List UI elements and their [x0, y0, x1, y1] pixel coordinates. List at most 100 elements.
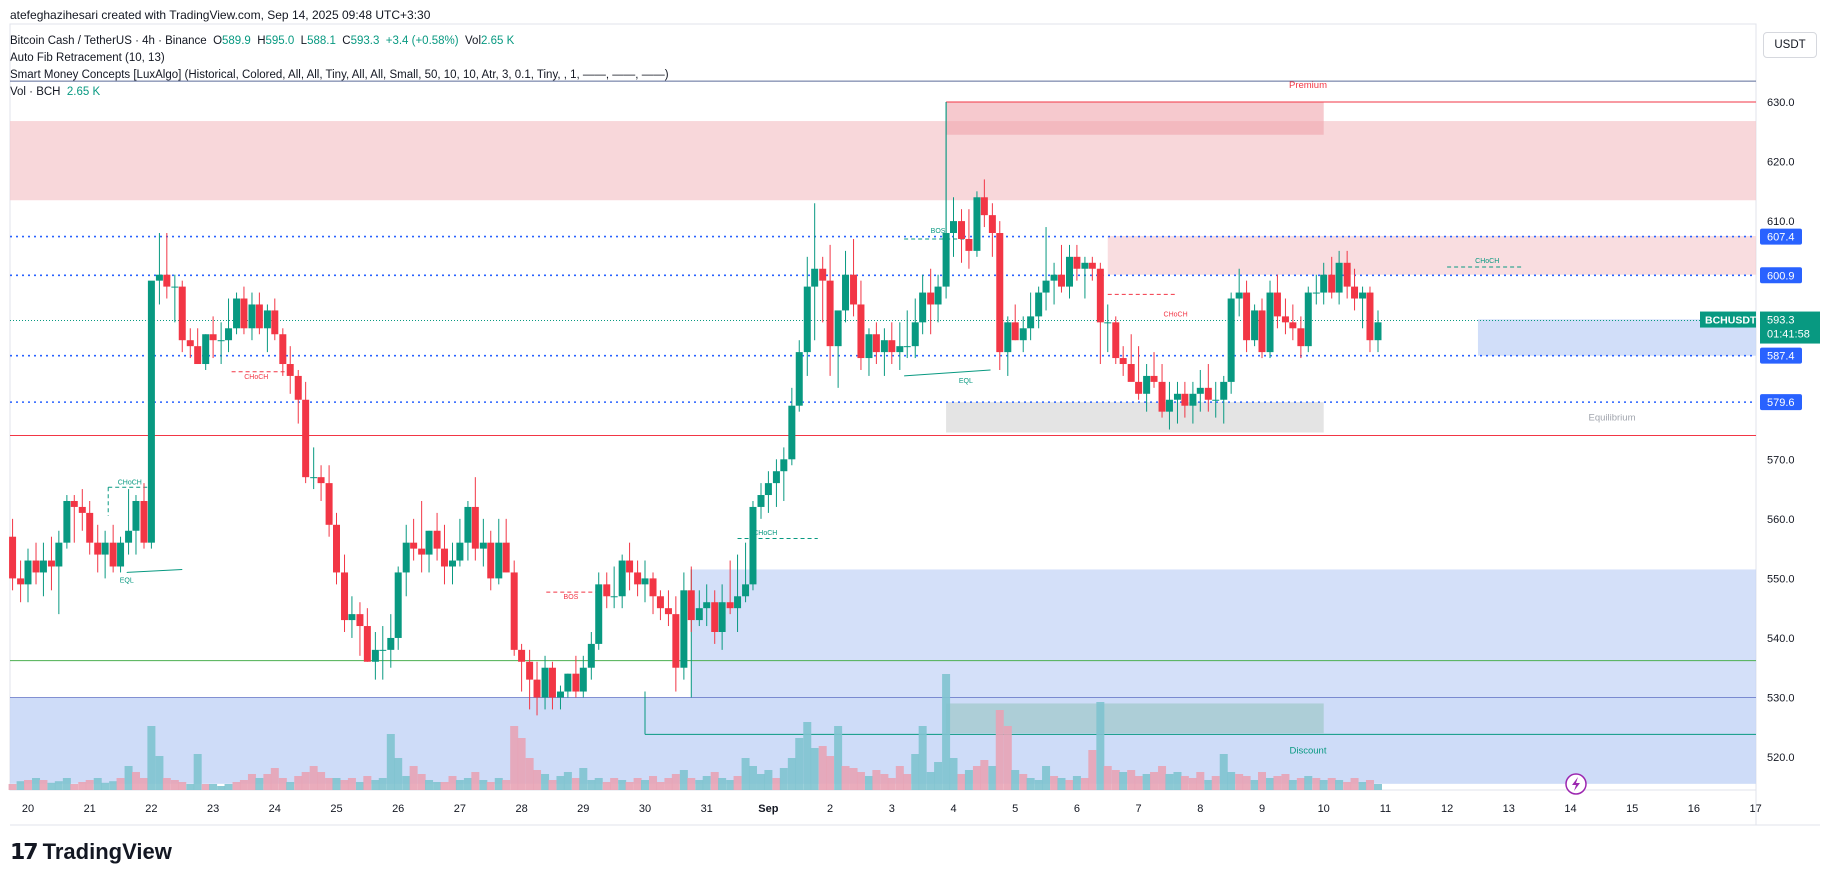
time-tick-label: 21	[84, 803, 96, 815]
discount-zone	[10, 697, 1756, 784]
volume-bar	[1011, 770, 1020, 790]
candle-body	[749, 506, 757, 585]
volume-bar	[294, 776, 303, 790]
volume-bar	[718, 778, 727, 790]
volume-bar	[1088, 750, 1097, 790]
candle-body	[857, 304, 865, 359]
price-tick-label: 550.0	[1767, 573, 1795, 585]
candle	[1181, 381, 1189, 418]
candle-body	[548, 667, 556, 698]
volume-indicator-legend[interactable]: Vol · BCH 2.65 K	[10, 86, 100, 98]
candle	[202, 334, 210, 370]
volume-bar	[1327, 778, 1336, 790]
candle	[749, 500, 757, 591]
candle-body	[742, 584, 750, 597]
candle	[1104, 304, 1112, 353]
candle-body	[726, 602, 734, 609]
price-tick-label: 570.0	[1767, 454, 1795, 466]
volume-bar	[70, 784, 79, 790]
candle	[572, 655, 580, 698]
premium-zone	[10, 121, 1756, 201]
volume-bar	[1050, 776, 1059, 790]
candle-body	[572, 673, 580, 692]
volume-bar	[1042, 766, 1051, 790]
volume-bar	[425, 780, 434, 790]
currency-button[interactable]: USDT	[1763, 32, 1817, 58]
candle-body	[1150, 375, 1158, 382]
candle-body	[803, 286, 811, 353]
candle-body	[865, 334, 873, 359]
volume-bar	[317, 772, 326, 790]
volume-bar	[525, 758, 534, 790]
volume-bar	[32, 778, 41, 790]
eql-line-2	[904, 369, 991, 377]
candle	[1158, 364, 1166, 418]
fib-indicator-legend[interactable]: Auto Fib Retracement (10, 13)	[10, 52, 165, 64]
last-price-text: 593.3	[1767, 315, 1795, 327]
volume-bar	[633, 778, 642, 790]
candle-body	[1258, 310, 1266, 353]
candle-body	[826, 280, 834, 347]
candle	[850, 238, 858, 317]
candle-body	[1181, 393, 1189, 406]
candle	[1289, 304, 1297, 341]
equilibrium-zone	[946, 402, 1324, 433]
candle-body	[1297, 328, 1305, 347]
candle	[1173, 381, 1181, 424]
volume-bar	[880, 774, 889, 790]
time-tick-label: 14	[1564, 803, 1576, 815]
candle	[63, 495, 71, 549]
volume-bar	[841, 766, 850, 790]
price-badge-text: 607.4	[1767, 232, 1795, 244]
volume-bar	[47, 782, 56, 790]
candle	[1212, 381, 1220, 418]
candle-body	[24, 560, 32, 585]
volume-bar	[8, 784, 17, 790]
volume-bar	[556, 776, 565, 790]
high-value: 595.0	[265, 35, 295, 47]
symbol-name[interactable]: Bitcoin Cash / TetherUS · 4h · Binance	[10, 35, 207, 47]
candle-body	[101, 542, 109, 555]
candle	[448, 542, 456, 585]
high-label: H	[257, 35, 266, 47]
time-tick-label: 4	[950, 803, 956, 815]
candle	[533, 661, 541, 716]
candle-body	[1143, 375, 1151, 394]
candle	[803, 256, 811, 376]
volume-bar	[1365, 780, 1374, 790]
candle	[1366, 286, 1374, 353]
volume-bar	[895, 766, 904, 790]
candle-body	[1158, 381, 1166, 412]
candle-body	[132, 500, 140, 531]
tradingview-wordmark: TradingView	[42, 839, 172, 864]
candle	[919, 274, 927, 335]
candle-body	[117, 542, 125, 567]
volume-bar	[332, 778, 341, 790]
smc-indicator-legend[interactable]: Smart Money Concepts [LuxAlgo] (Historic…	[10, 69, 669, 81]
volume-bar	[394, 758, 403, 790]
candle	[1112, 316, 1120, 365]
candle	[780, 447, 788, 501]
candle	[896, 322, 904, 370]
volume-bar	[340, 780, 349, 790]
volume-bar	[1296, 778, 1305, 790]
candle-body	[1073, 256, 1081, 269]
volume-bar	[772, 778, 781, 790]
volume-bar	[641, 780, 649, 790]
candle	[263, 304, 271, 353]
candle-body	[1065, 256, 1073, 287]
volume-bar	[695, 780, 704, 790]
close-label: C	[342, 35, 351, 47]
open-label: O	[213, 35, 223, 47]
candle-body	[634, 572, 642, 585]
volume-bar	[726, 780, 735, 790]
candle-body	[17, 578, 25, 585]
candle	[317, 465, 325, 501]
time-tick-label: 29	[577, 803, 589, 815]
volume-bar	[1142, 774, 1151, 790]
candle-body	[341, 572, 349, 621]
candle	[1127, 334, 1135, 382]
volume-bar	[679, 770, 688, 790]
candle	[194, 328, 202, 365]
